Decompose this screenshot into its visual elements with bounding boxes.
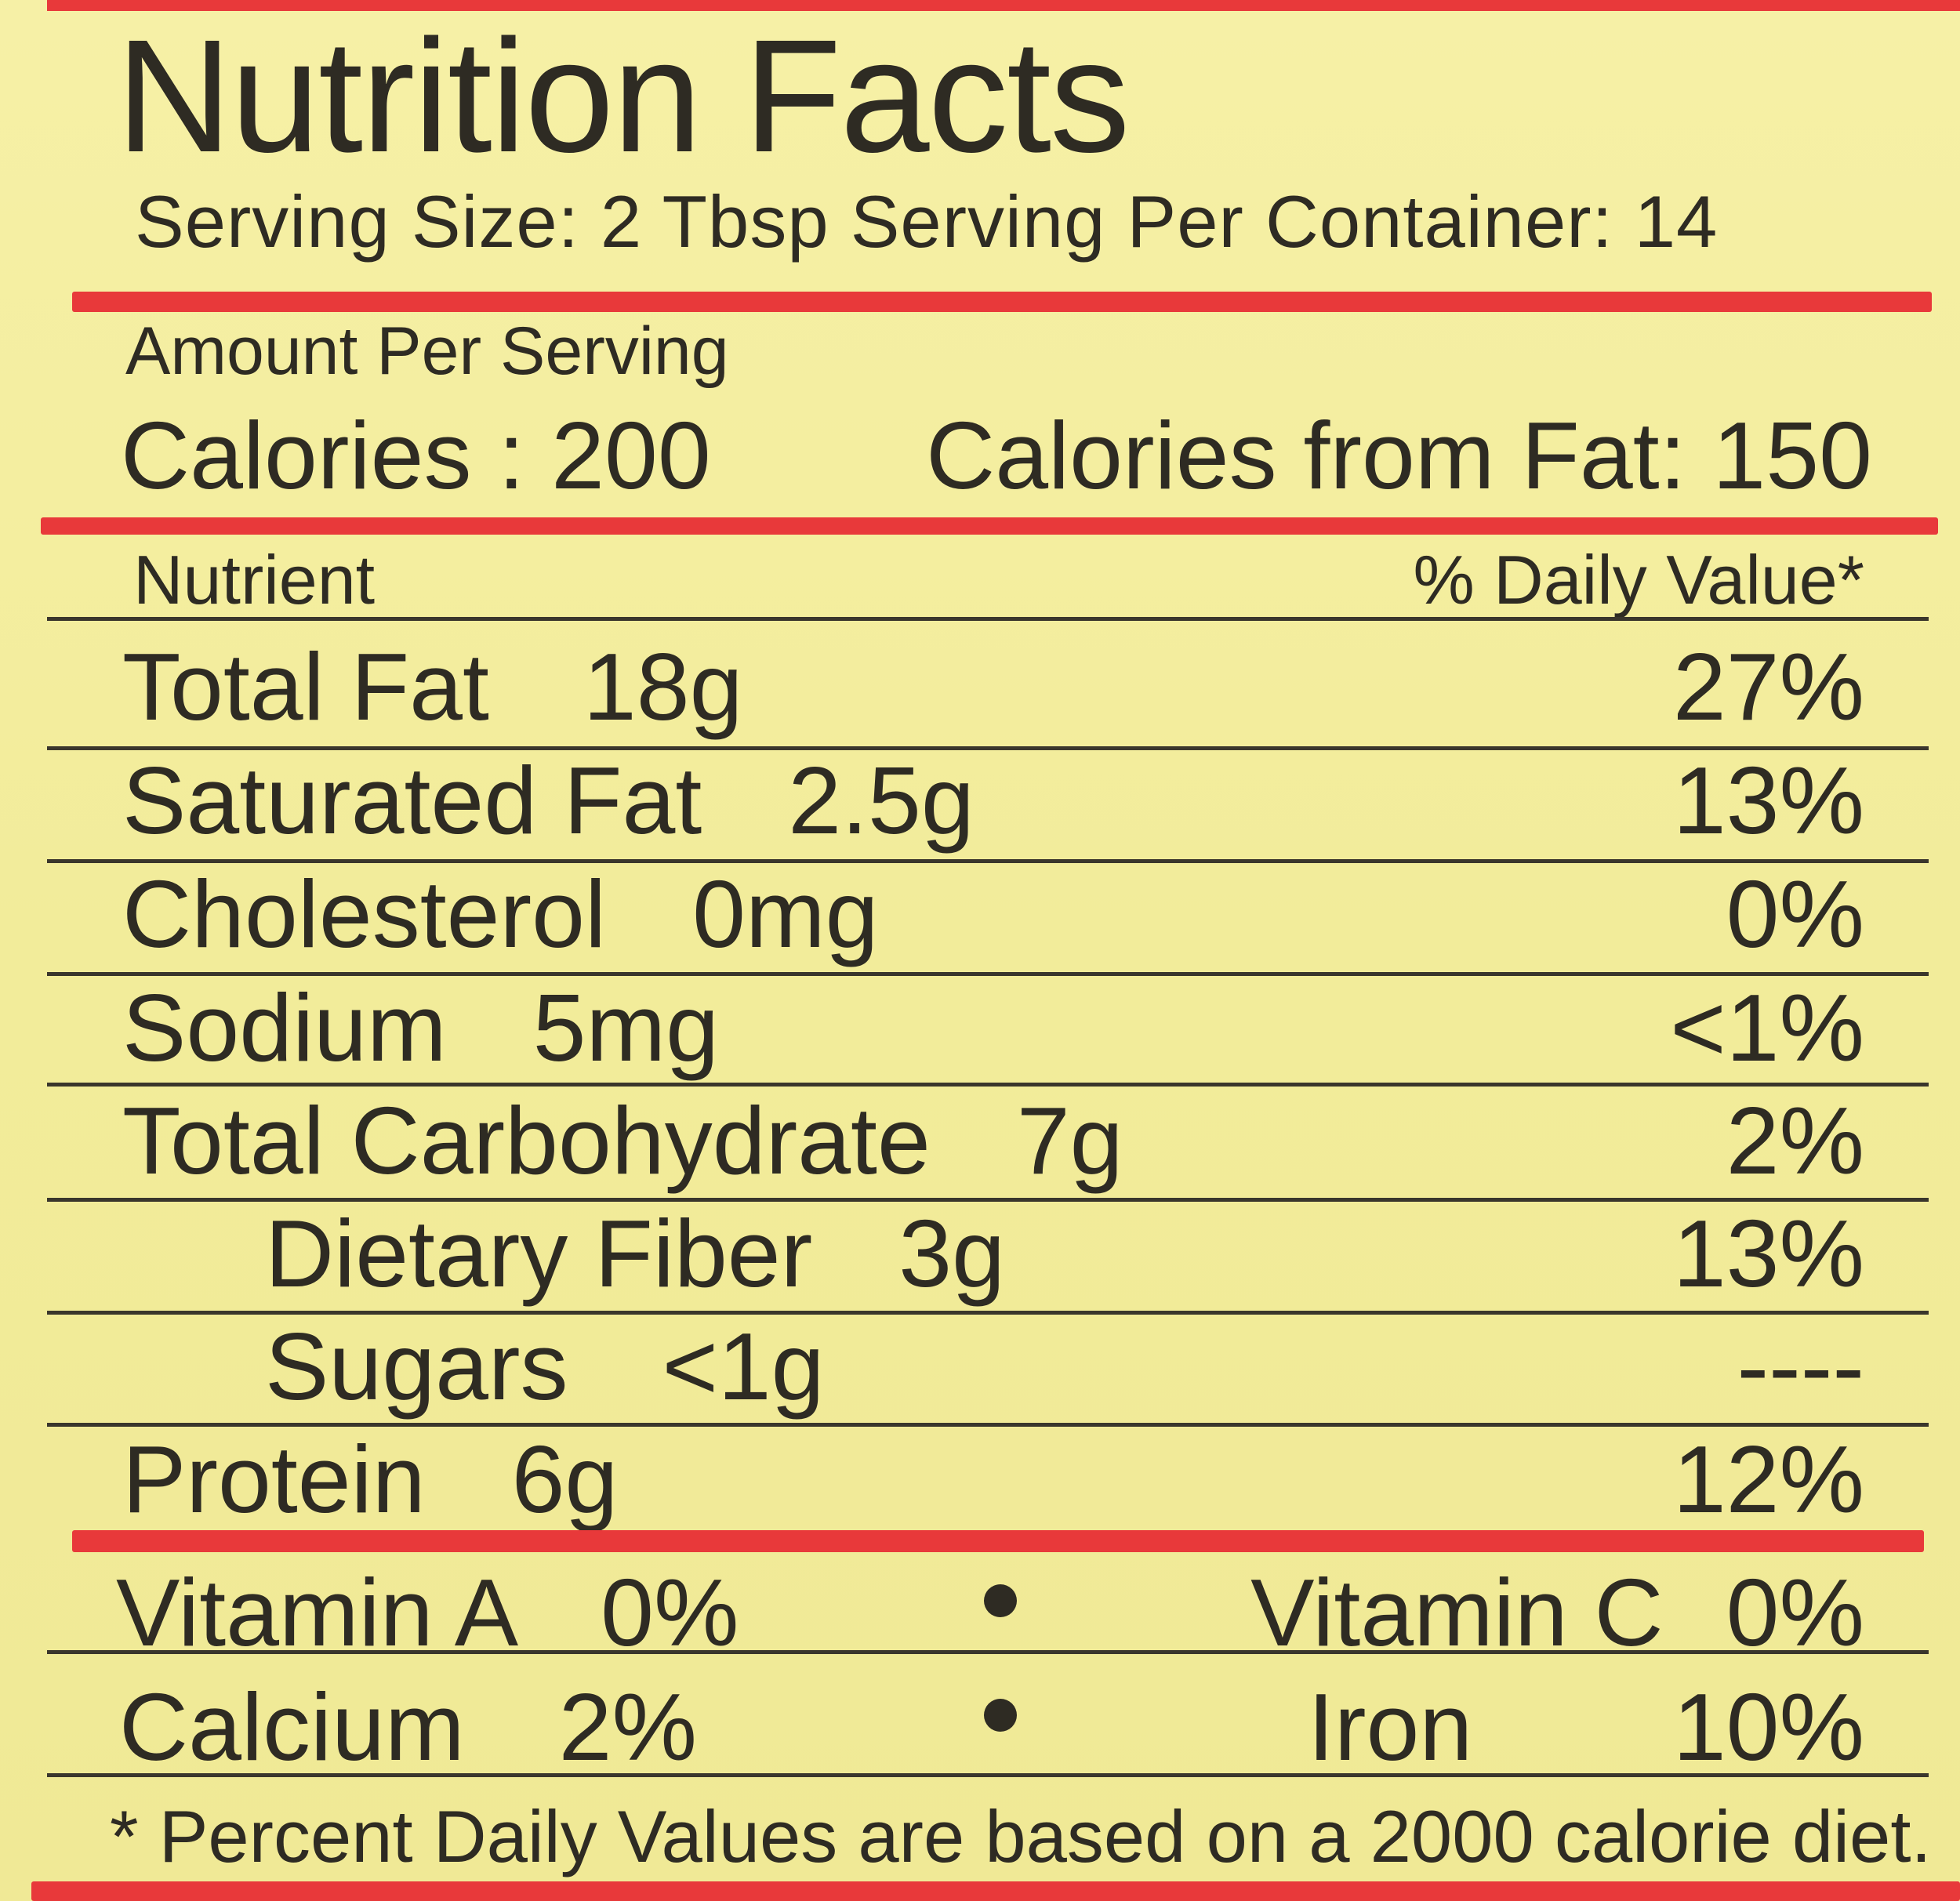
nutrient-name: Saturated Fat — [122, 747, 702, 854]
nutrient-name: Dietary Fiber — [265, 1200, 813, 1307]
calories-from-fat: Calories from Fat: 150 — [926, 402, 1872, 509]
nutrient-row-saturated-fat: Saturated Fat 2.5g — [122, 753, 975, 848]
vitamin-a-name: Vitamin A — [116, 1559, 519, 1666]
nutrient-name: Sugars — [265, 1313, 568, 1420]
nutrient-row-total-fat: Total Fat 18g — [122, 639, 742, 735]
iron-name: Iron — [1308, 1674, 1473, 1780]
serving-info: Serving Size: 2 Tbsp Serving Per Contain… — [135, 180, 1719, 263]
vitamin-rule — [47, 1650, 1929, 1654]
nutrient-amount: 18g — [583, 633, 743, 740]
vitamin-c: Vitamin C 0% — [1250, 1565, 1864, 1660]
nutrient-name: Cholesterol — [122, 861, 607, 967]
calcium-name: Calcium — [119, 1674, 465, 1780]
nutrient-amount: <1g — [662, 1313, 825, 1420]
nutrient-dv-protein: 12% — [1672, 1426, 1864, 1533]
row-rule — [47, 1311, 1929, 1315]
nutrient-name: Total Fat — [122, 633, 489, 740]
nutrient-dv-total-fat: 27% — [1672, 633, 1864, 740]
nutrient-amount: 2.5g — [788, 747, 975, 854]
nutrient-row-sodium: Sodium 5mg — [122, 980, 719, 1076]
nutrient-amount: 0mg — [692, 861, 879, 967]
calcium: Calcium 2% — [119, 1679, 697, 1775]
bullet-separator — [984, 1584, 1017, 1617]
nutrient-dv-dietary-fiber: 13% — [1672, 1200, 1864, 1307]
red-divider-1 — [72, 292, 1932, 312]
red-divider-2 — [41, 517, 1938, 535]
amount-per-serving: Amount Per Serving — [125, 314, 729, 389]
bullet-separator — [984, 1699, 1017, 1732]
nutrient-dv-sodium: <1% — [1670, 974, 1864, 1081]
label-title: Nutrition Facts — [116, 6, 1130, 186]
row-rule — [47, 746, 1929, 750]
footnote: * Percent Daily Values are based on a 20… — [110, 1795, 1932, 1877]
nutrient-row-cholesterol: Cholesterol 0mg — [122, 866, 878, 962]
nutrient-dv-saturated-fat: 13% — [1672, 747, 1864, 854]
nutrient-name: Sodium — [122, 974, 447, 1081]
nutrient-amount: 3g — [898, 1200, 1005, 1307]
vitamin-c-value: 0% — [1726, 1559, 1864, 1666]
nutrient-row-dietary-fiber: Dietary Fiber 3g — [265, 1206, 1005, 1301]
nutrient-amount: 7g — [1016, 1087, 1123, 1194]
iron-value: 10% — [1672, 1674, 1864, 1780]
red-divider-3 — [72, 1530, 1924, 1552]
nutrient-row-protein: Protein 6g — [122, 1431, 618, 1527]
nutrient-amount: 6g — [511, 1426, 619, 1533]
row-rule — [47, 1083, 1929, 1087]
daily-value-column-header: % Daily Value* — [1413, 541, 1864, 619]
nutrient-name: Total Carbohydrate — [122, 1087, 931, 1194]
row-rule — [47, 972, 1929, 976]
top-red-border — [47, 0, 1960, 11]
vitamin-a-value: 0% — [601, 1559, 739, 1666]
header-rule — [47, 617, 1929, 621]
calories: Calories : 200 — [121, 402, 711, 509]
row-rule — [47, 1423, 1929, 1427]
nutrient-amount: 5mg — [532, 974, 719, 1081]
nutrient-dv-cholesterol: 0% — [1726, 861, 1864, 967]
nutrient-name: Protein — [122, 1426, 426, 1533]
nutrient-column-header: Nutrient — [133, 541, 376, 619]
nutrient-row-total-carbohydrate: Total Carbohydrate 7g — [122, 1093, 1123, 1188]
vitamin-a: Vitamin A 0% — [116, 1565, 739, 1660]
vitamin-c-name: Vitamin C — [1250, 1559, 1664, 1666]
vitamin-rule — [47, 1773, 1929, 1777]
nutrient-dv-total-carbohydrate: 2% — [1726, 1087, 1864, 1194]
bottom-red-border — [31, 1881, 1960, 1901]
calcium-value: 2% — [558, 1674, 697, 1780]
row-rule — [47, 1198, 1929, 1202]
nutrient-dv-sugars: ---- — [1737, 1313, 1864, 1420]
nutrient-row-sugars: Sugars <1g — [265, 1319, 825, 1414]
row-rule — [47, 859, 1929, 863]
